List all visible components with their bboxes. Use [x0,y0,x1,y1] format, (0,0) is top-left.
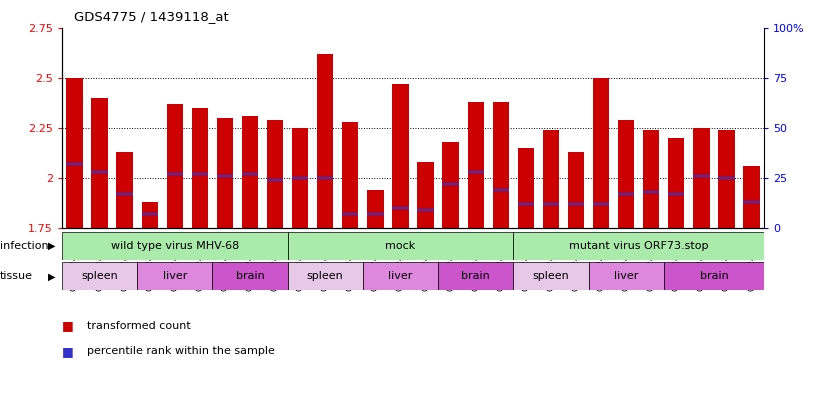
Bar [216,118,233,228]
Bar [664,262,764,290]
Text: spleen: spleen [307,271,344,281]
Bar [363,262,438,290]
Bar [116,152,133,228]
Bar [216,174,233,177]
Bar [417,209,434,211]
Bar [62,232,287,260]
Bar [513,232,764,260]
Text: GDS4775 / 1439118_at: GDS4775 / 1439118_at [74,10,229,23]
Text: mock: mock [386,241,415,251]
Bar [417,162,434,228]
Bar [668,193,685,195]
Text: transformed count: transformed count [87,321,191,331]
Bar [593,78,610,228]
Bar [66,78,83,228]
Bar [643,191,659,193]
Bar [492,189,509,191]
Bar [287,262,363,290]
Bar [468,171,484,173]
Text: brain: brain [700,271,729,281]
Text: ▶: ▶ [48,241,55,251]
Bar [92,98,107,228]
Bar [66,163,83,165]
Bar [192,108,208,228]
Bar [743,201,760,203]
Text: ■: ■ [62,319,74,332]
Bar [292,176,308,179]
Bar [518,148,534,228]
Bar [368,213,383,215]
Bar [368,190,383,228]
Text: percentile rank within the sample: percentile rank within the sample [87,346,274,356]
Bar [693,174,710,177]
Bar [618,193,634,195]
Bar [743,166,760,228]
Bar [141,213,158,215]
Bar [518,203,534,205]
Bar [317,176,334,179]
Bar [192,173,208,175]
Bar [543,203,559,205]
Text: liver: liver [388,271,413,281]
Text: wild type virus MHV-68: wild type virus MHV-68 [111,241,239,251]
Bar [668,138,685,228]
Bar [137,262,212,290]
Bar [342,213,358,215]
Bar [317,53,334,228]
Text: brain: brain [461,271,490,281]
Bar [443,183,458,185]
Bar [242,173,259,175]
Bar [719,176,734,179]
Bar [719,130,734,228]
Bar [593,203,610,205]
Bar [513,262,588,290]
Bar [468,102,484,228]
Bar [267,179,283,181]
Text: ■: ■ [62,345,74,358]
Bar [567,203,584,205]
Text: liver: liver [163,271,187,281]
Bar [141,202,158,228]
Bar [543,130,559,228]
Bar [492,102,509,228]
Bar [443,142,458,228]
Bar [588,262,664,290]
Text: tissue: tissue [0,271,33,281]
Bar [342,122,358,228]
Bar [643,130,659,228]
Bar [438,262,513,290]
Text: ▶: ▶ [48,271,55,281]
Bar [92,171,107,173]
Bar [693,128,710,228]
Bar [267,120,283,228]
Bar [392,84,409,228]
Text: spleen: spleen [81,271,118,281]
Bar [167,104,183,228]
Text: mutant virus ORF73.stop: mutant virus ORF73.stop [569,241,709,251]
Bar [618,120,634,228]
Bar [292,128,308,228]
Bar [116,193,133,195]
Bar [287,232,513,260]
Text: spleen: spleen [533,271,569,281]
Bar [392,207,409,209]
Bar [167,173,183,175]
Text: liver: liver [614,271,638,281]
Bar [242,116,259,228]
Bar [62,262,137,290]
Bar [212,262,287,290]
Text: brain: brain [235,271,264,281]
Bar [567,152,584,228]
Text: infection: infection [0,241,49,251]
